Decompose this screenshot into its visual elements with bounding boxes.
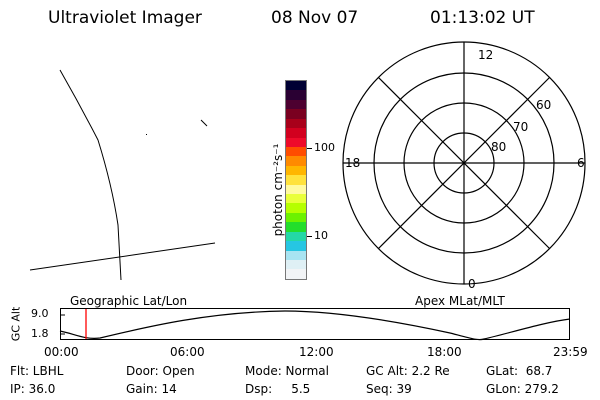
colorbar-swatch: [286, 212, 306, 223]
colorbar-swatch: [286, 118, 306, 129]
colorbar-tick-100: [307, 148, 312, 149]
info-gc-alt: GC Alt: 2.2 Re: [366, 364, 450, 378]
colorbar-swatch: [286, 137, 306, 147]
geographic-panel-label: Geographic Lat/Lon: [70, 294, 188, 308]
xtick-1200: 12:00: [299, 345, 334, 359]
colorbar-swatch: [286, 90, 306, 100]
colorbar-swatch: [286, 269, 306, 279]
colorbar-tick-10: [307, 236, 312, 237]
date-label: 08 Nov 07: [271, 8, 359, 28]
polar-ring-60: [373, 72, 555, 254]
info-dsp: Dsp: 5.5: [245, 382, 311, 396]
info-filter: Flt: LBHL: [10, 364, 64, 378]
colorbar-swatch: [286, 165, 306, 176]
colorbar-swatch: [286, 175, 306, 185]
colorbar-swatch: [286, 81, 306, 91]
colorbar: [285, 80, 307, 280]
xtick-1800: 18:00: [427, 345, 462, 359]
colorbar-label-100: 100: [314, 141, 335, 154]
geo-dot: [146, 134, 147, 135]
info-ip: IP: 36.0: [10, 382, 56, 396]
mlt-label-12: 12: [478, 48, 494, 62]
colorbar-swatch: [286, 260, 306, 270]
polar-ring-outer: [342, 41, 586, 285]
colorbar-swatch: [286, 128, 306, 138]
colorbar-swatch: [286, 241, 306, 251]
colorbar-swatch: [286, 184, 306, 195]
colorbar-swatch: [286, 222, 306, 232]
colorbar-unit-label: photon cm⁻²s⁻¹: [271, 143, 285, 237]
polar-diagonal-2: [378, 77, 550, 249]
geo-longitude-line: [59, 69, 122, 281]
colorbar-swatch: [286, 203, 306, 213]
info-gain: Gain: 14: [126, 382, 177, 396]
info-glat: GLat: 68.7: [486, 364, 553, 378]
xtick-2359: 23:59: [553, 345, 588, 359]
mlt-label-18: 18: [345, 156, 361, 170]
colorbar-swatch: [286, 99, 306, 110]
mlt-label-0: 0: [468, 277, 476, 291]
polar-ring-70: [403, 102, 525, 224]
colorbar-swatch: [286, 194, 306, 204]
mlt-label-6: 6: [577, 156, 585, 170]
polar-diagonal-1: [378, 77, 550, 249]
time-label: 01:13:02 UT: [430, 8, 535, 28]
info-glon: GLon: 279.2: [486, 382, 559, 396]
colorbar-swatch: [286, 109, 306, 119]
info-seq: Seq: 39: [366, 382, 412, 396]
xtick-0000: 00:00: [44, 345, 79, 359]
lat-label-70: 70: [513, 120, 529, 134]
colorbar-swatch: [286, 156, 306, 166]
colorbar-label-10: 10: [314, 229, 328, 242]
altitude-plot-frame: [60, 308, 570, 340]
geo-latitude-line: [29, 242, 216, 271]
info-door: Door: Open: [126, 364, 195, 378]
colorbar-swatch: [286, 250, 306, 261]
polar-ring-80: [433, 132, 495, 194]
geo-fragment: [200, 119, 208, 127]
lat-label-60: 60: [536, 98, 552, 112]
altitude-ylabel: GC Alt: [9, 306, 23, 342]
apex-panel-label: Apex MLat/MLT: [415, 294, 505, 308]
altitude-ytick-top: 9.0: [31, 307, 49, 320]
altitude-ytick-bottom: 1.8: [31, 327, 49, 340]
lat-label-80: 80: [491, 140, 507, 154]
info-mode: Mode: Normal: [245, 364, 329, 378]
app-title: Ultraviolet Imager: [48, 8, 202, 28]
xtick-0600: 06:00: [170, 345, 205, 359]
colorbar-swatch: [286, 231, 306, 242]
colorbar-swatch: [286, 146, 306, 157]
